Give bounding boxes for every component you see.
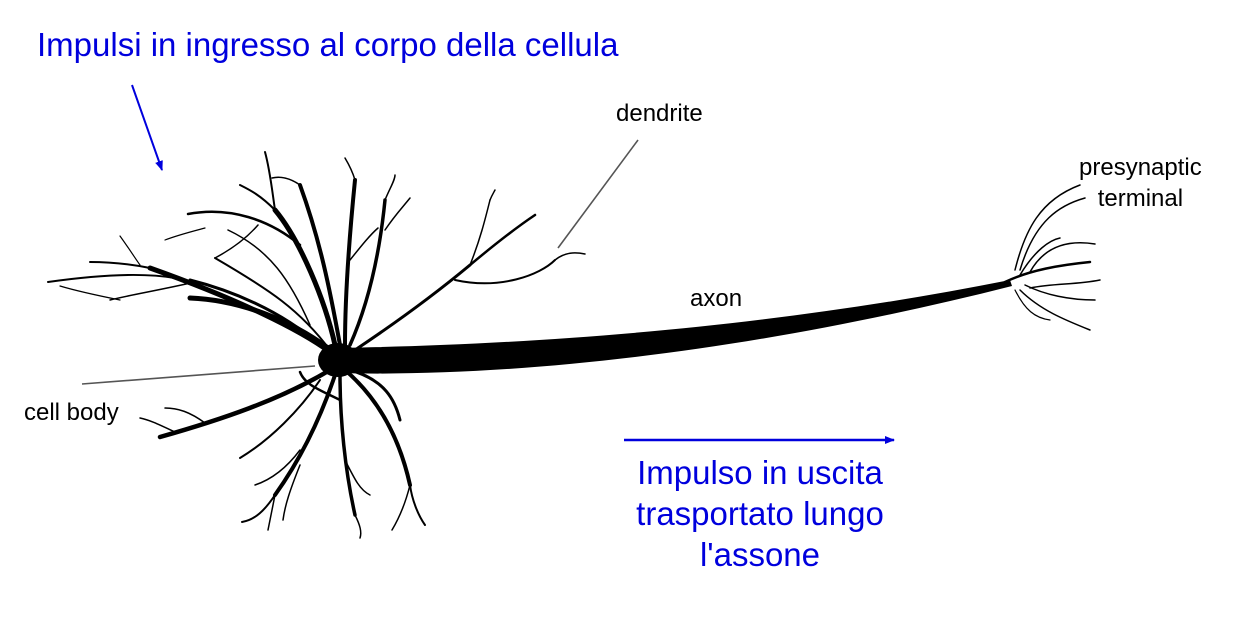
dendrites [47,151,586,355]
presynaptic-terminal-label: presynaptic terminal [1079,152,1202,214]
output-impulse-annotation: Impulso in uscita trasportato lungo l'as… [600,452,920,575]
axon-shape [335,280,1012,374]
dendrite-label: dendrite [616,100,703,127]
output-impulse-line-2: trasportato lungo [636,495,884,532]
presynaptic-terminal [1003,184,1101,331]
presynaptic-label-line-2: terminal [1097,185,1184,212]
axon-label: axon [690,285,743,312]
output-impulse-line-1: Impulso in uscita [637,454,883,491]
input-arrow [131,84,163,171]
output-impulse-line-3: l'assone [699,536,821,573]
cell-body-label: cell body [24,399,119,426]
input-impulses-annotation: Impulsi in ingresso al corpo della cellu… [37,26,619,63]
lower-dendrites [139,367,426,539]
dendrite-leader-line [557,139,639,249]
presynaptic-label-line-1: presynaptic [1079,154,1202,181]
cell-body-leader-line [81,365,316,385]
